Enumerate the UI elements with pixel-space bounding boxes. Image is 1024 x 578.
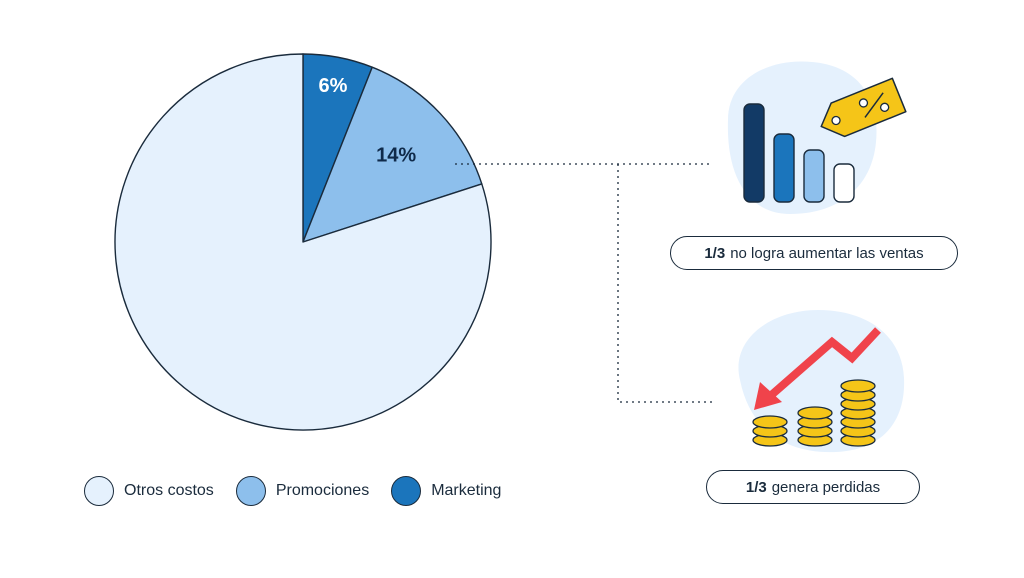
- callout-sales: 1/3 no logra aumentar las ventas: [670, 236, 958, 270]
- pie-label-marketing: 6%: [318, 75, 347, 97]
- coin: [797, 406, 833, 420]
- legend-item-otros: Otros costos: [84, 476, 214, 506]
- callout-losses: 1/3 genera perdidas: [706, 470, 920, 504]
- pie-legend: Otros costos Promociones Marketing: [84, 476, 523, 506]
- callout-losses-text: genera perdidas: [771, 478, 881, 496]
- legend-swatch-otros: [84, 476, 114, 506]
- dotted-connector: [455, 163, 712, 403]
- pie-chart: 6% 14%: [114, 53, 492, 431]
- legend-swatch-marketing: [391, 476, 422, 506]
- callout-sales-text: no logra aumentar las ventas: [730, 244, 924, 262]
- legend-item-promociones: Promociones: [235, 476, 370, 506]
- pie-label-promociones: 14%: [376, 144, 416, 166]
- legend-label-marketing: Marketing: [431, 482, 502, 499]
- bar-chart-price-tag-icon: [727, 61, 907, 214]
- legend-item-marketing: Marketing: [391, 476, 501, 506]
- pie-slice-otros-costos: [114, 53, 492, 431]
- coin: [840, 379, 876, 393]
- coin: [752, 415, 788, 429]
- legend-label-otros: Otros costos: [124, 482, 214, 499]
- callout-sales-fraction: 1/3: [704, 244, 726, 262]
- legend-label-promociones: Promociones: [275, 482, 370, 499]
- callout-losses-fraction: 1/3: [745, 478, 767, 496]
- legend-swatch-promociones: [235, 476, 266, 506]
- falling-arrow-coins-icon: [738, 310, 905, 453]
